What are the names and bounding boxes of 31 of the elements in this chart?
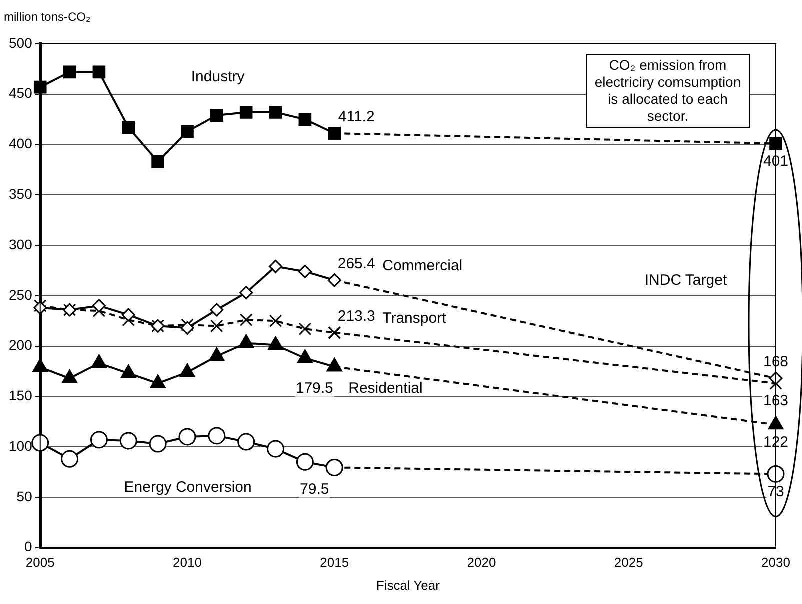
- x-tick-label: 2025: [614, 555, 644, 570]
- annotation: INDC Target: [644, 272, 728, 289]
- x-axis-title: Fiscal Year: [376, 578, 441, 593]
- y-tick-label: 350: [9, 186, 33, 202]
- series-label: Residential: [348, 380, 423, 398]
- data-label: 79.5: [300, 480, 330, 498]
- series-label: Industry: [191, 68, 246, 86]
- text: Transport: [382, 310, 448, 328]
- x-tick-label: 2030: [762, 555, 790, 570]
- data-label: 179.5: [296, 380, 334, 398]
- y-tick-label: 500: [9, 34, 33, 51]
- annotation: CO₂ emission from electriciry comsumption is allocated to each sector.: [586, 54, 750, 128]
- y-axis-title: million tons-CO₂: [4, 10, 91, 24]
- y-tick-label: 50: [16, 488, 33, 504]
- y-tick-label: 300: [9, 236, 33, 252]
- x-tick-label: 2015: [320, 555, 350, 570]
- text: Commercial: [382, 258, 463, 275]
- data-label: 213.3: [338, 308, 376, 326]
- y-tick-label: 150: [9, 388, 33, 404]
- y-tick-label: 200: [9, 337, 33, 354]
- y-tick-label: 400: [9, 136, 33, 152]
- data-label: 265.4: [338, 256, 376, 273]
- series-label: Energy Conversion: [124, 478, 252, 496]
- x-tick-label: 2010: [173, 555, 202, 570]
- y-tick-label: 450: [9, 85, 33, 102]
- y-tick-label: 0: [24, 538, 33, 555]
- x-tick-label: 2005: [26, 555, 55, 570]
- x-tick-label: 2020: [467, 555, 496, 570]
- y-tick-label: 100: [9, 438, 33, 454]
- y-tick-label: 250: [9, 286, 33, 303]
- data-label: 411.2: [338, 108, 375, 126]
